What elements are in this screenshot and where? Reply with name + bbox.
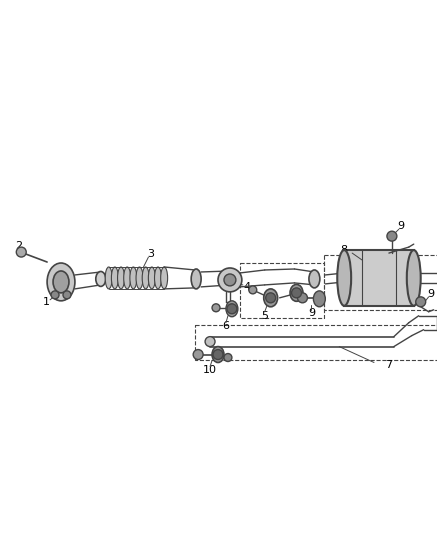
Circle shape [218, 268, 242, 292]
Ellipse shape [96, 271, 106, 286]
Ellipse shape [205, 337, 215, 346]
Bar [240, 263, 324, 318]
Ellipse shape [53, 271, 69, 293]
Bar [195, 325, 438, 360]
Circle shape [297, 293, 307, 303]
Circle shape [266, 293, 276, 303]
Circle shape [416, 297, 426, 307]
Text: 10: 10 [203, 366, 217, 375]
Text: 9: 9 [397, 221, 404, 231]
Text: 5: 5 [261, 311, 268, 321]
Text: 7: 7 [385, 360, 392, 370]
Ellipse shape [212, 346, 224, 362]
Ellipse shape [161, 267, 168, 289]
Circle shape [193, 350, 203, 360]
Circle shape [224, 353, 232, 361]
Text: 3: 3 [147, 249, 154, 259]
Ellipse shape [191, 269, 201, 289]
Ellipse shape [142, 267, 149, 289]
Text: 9: 9 [427, 289, 434, 299]
Circle shape [387, 231, 397, 241]
Ellipse shape [47, 263, 75, 301]
Circle shape [249, 286, 257, 294]
Text: 8: 8 [341, 245, 348, 255]
Ellipse shape [136, 267, 143, 289]
Text: 2: 2 [15, 241, 22, 251]
Circle shape [213, 350, 223, 360]
Ellipse shape [290, 285, 303, 301]
Text: 4: 4 [243, 282, 251, 292]
Text: 9: 9 [308, 308, 315, 318]
Text: 6: 6 [223, 321, 230, 330]
Ellipse shape [117, 267, 124, 289]
Ellipse shape [124, 267, 131, 289]
Ellipse shape [407, 250, 421, 306]
Circle shape [224, 274, 236, 286]
Ellipse shape [314, 291, 325, 307]
Text: 1: 1 [42, 297, 49, 307]
Ellipse shape [264, 289, 278, 307]
Circle shape [51, 291, 59, 299]
Circle shape [227, 304, 237, 314]
Ellipse shape [111, 267, 118, 289]
Bar [344, 250, 414, 306]
Ellipse shape [130, 267, 137, 289]
Ellipse shape [155, 267, 162, 289]
Ellipse shape [226, 301, 238, 317]
Circle shape [292, 288, 301, 298]
Ellipse shape [309, 270, 320, 288]
Bar [324, 255, 438, 310]
Ellipse shape [105, 267, 112, 289]
Ellipse shape [148, 267, 155, 289]
Circle shape [212, 304, 220, 312]
Ellipse shape [337, 250, 351, 306]
Circle shape [16, 247, 26, 257]
Circle shape [63, 291, 71, 299]
